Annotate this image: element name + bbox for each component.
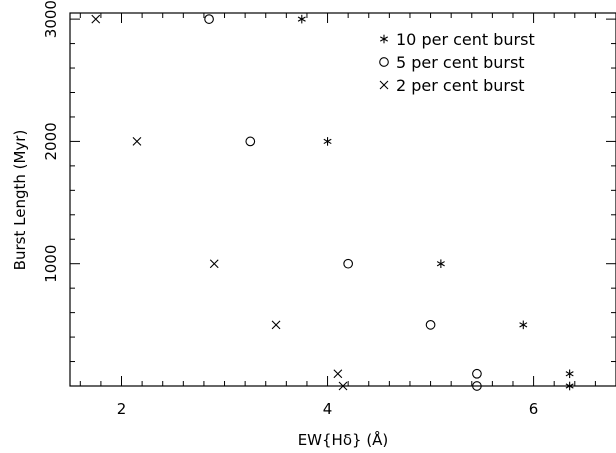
marker-stroke [519, 322, 528, 328]
marker-stroke [91, 14, 101, 24]
marker-stroke [379, 80, 389, 90]
point-cross [338, 381, 348, 391]
marker-stroke [436, 261, 445, 267]
legend-marker-circle [379, 57, 389, 67]
marker-circle [343, 258, 354, 269]
point-cross [271, 320, 281, 330]
marker-stroke [132, 137, 142, 146]
marker-stroke [565, 371, 574, 377]
legend-item: 2 per cent burst [379, 76, 525, 95]
marker-stroke [380, 36, 388, 42]
point-asterisk [565, 381, 574, 391]
marker-stroke [333, 369, 343, 379]
x-tick-label: 4 [323, 400, 333, 418]
marker-stroke [323, 138, 332, 145]
point-circle [245, 136, 256, 147]
point-asterisk [297, 14, 306, 24]
point-circle [204, 14, 214, 24]
tick-labels: 2 4 6 1000 2000 3000 [42, 0, 538, 418]
point-cross [132, 137, 142, 146]
y-tick-label: 2000 [42, 122, 60, 160]
legend-item: 10 per cent burst [380, 30, 535, 49]
point-asterisk [436, 259, 445, 269]
point-cross [91, 14, 101, 24]
legend-label: 5 per cent burst [396, 53, 525, 72]
axis-ticks [70, 13, 616, 386]
marker-circle [245, 136, 256, 147]
point-circle [425, 320, 436, 330]
marker-circle [204, 14, 214, 24]
marker-stroke [338, 381, 348, 391]
x-axis-label: EW{Hδ} (Å) [298, 430, 389, 449]
point-circle [472, 381, 482, 391]
marker-circle [472, 368, 482, 379]
plot-frame [69, 12, 616, 387]
y-axis-label: Burst Length (Myr) [11, 130, 29, 271]
legend-label: 10 per cent burst [396, 30, 535, 49]
point-asterisk [323, 137, 332, 146]
data-points [91, 14, 574, 391]
legend-item: 5 per cent burst [379, 53, 525, 72]
marker-circle [425, 320, 436, 330]
point-circle [343, 258, 354, 269]
legend-marker-cross [379, 80, 389, 90]
legend-label: 2 per cent burst [396, 76, 525, 95]
point-circle [472, 368, 482, 379]
legend-marker-asterisk [380, 34, 388, 44]
marker-stroke [271, 320, 281, 330]
x-tick-label: 2 [117, 400, 127, 418]
marker-stroke [297, 16, 306, 22]
marker-circle [379, 57, 389, 67]
y-tick-label: 1000 [42, 245, 60, 283]
marker-circle [472, 381, 482, 391]
point-cross [209, 259, 219, 269]
x-tick-label: 6 [529, 400, 539, 418]
point-cross [333, 369, 343, 379]
point-asterisk [565, 369, 574, 379]
marker-stroke [565, 383, 574, 389]
marker-stroke [209, 259, 219, 269]
y-tick-label: 3000 [42, 0, 60, 38]
legend: 10 per cent burst 5 per cent burst 2 per c… [379, 30, 535, 95]
point-asterisk [519, 320, 528, 330]
